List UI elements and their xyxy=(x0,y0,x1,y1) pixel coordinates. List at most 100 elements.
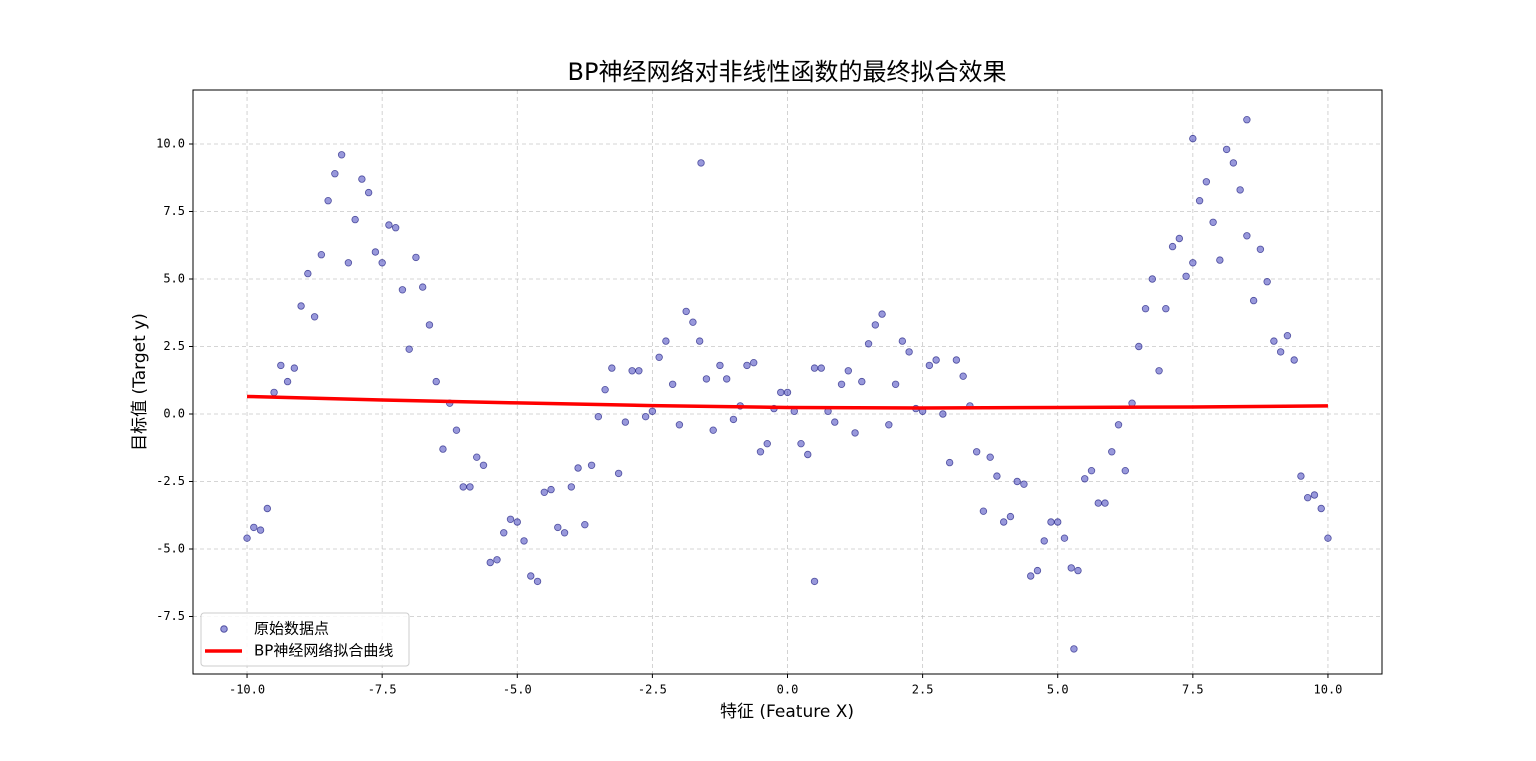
data-point xyxy=(621,418,630,426)
data-point xyxy=(716,361,724,370)
data-point xyxy=(810,577,819,586)
data-point xyxy=(304,269,312,278)
data-point xyxy=(952,356,961,364)
data-point xyxy=(256,526,265,534)
data-point xyxy=(1317,504,1325,513)
data-point xyxy=(675,421,684,429)
data-point xyxy=(263,504,272,513)
data-point xyxy=(385,221,393,229)
x-tick-label: 0.0 xyxy=(777,683,799,697)
data-point xyxy=(1013,477,1021,486)
data-point xyxy=(1324,534,1332,542)
data-point xyxy=(898,337,907,345)
data-point xyxy=(310,313,319,321)
x-tick-label: -7.5 xyxy=(368,683,397,697)
data-point xyxy=(1081,475,1089,483)
data-point xyxy=(1189,134,1197,143)
fit-line xyxy=(246,394,1328,410)
data-point xyxy=(283,377,292,386)
data-point xyxy=(1074,566,1082,575)
data-point xyxy=(1297,472,1305,480)
data-point xyxy=(290,364,299,372)
y-axis-label: 目标值 (Target y) xyxy=(130,313,150,451)
data-point xyxy=(1135,342,1143,351)
y-tick-label: -2.5 xyxy=(156,474,185,488)
data-point xyxy=(655,353,663,361)
data-point xyxy=(418,283,427,291)
data-point xyxy=(1189,259,1197,267)
x-tick-label: 2.5 xyxy=(912,683,934,697)
data-point xyxy=(864,340,873,348)
data-point xyxy=(1263,277,1271,286)
data-point xyxy=(473,453,481,461)
data-point xyxy=(574,464,582,472)
data-point xyxy=(1229,159,1238,167)
data-point xyxy=(533,577,542,586)
data-point xyxy=(1310,491,1319,499)
data-point xyxy=(891,380,900,388)
data-point xyxy=(959,372,967,380)
data-point xyxy=(932,356,940,364)
data-point xyxy=(1182,272,1190,280)
data-point xyxy=(391,223,400,232)
data-point xyxy=(371,248,380,256)
data-point xyxy=(999,518,1008,526)
y-tick-label: 7.5 xyxy=(163,204,185,218)
data-point xyxy=(729,415,738,424)
data-point xyxy=(885,421,893,429)
x-tick-label: -5.0 xyxy=(503,683,532,697)
data-point xyxy=(581,520,589,529)
x-tick-label: 10.0 xyxy=(1314,683,1343,697)
data-point xyxy=(614,469,623,478)
data-point xyxy=(817,364,825,372)
data-point xyxy=(1060,534,1069,542)
data-point xyxy=(1209,218,1217,226)
data-point xyxy=(594,412,603,421)
data-point xyxy=(777,388,785,397)
data-point xyxy=(425,321,434,329)
data-point xyxy=(797,439,805,448)
data-point xyxy=(500,529,508,537)
data-point xyxy=(1283,331,1292,340)
data-point xyxy=(831,418,839,426)
x-tick-label: 5.0 xyxy=(1047,683,1069,697)
data-point xyxy=(1175,234,1184,243)
data-point xyxy=(628,367,636,375)
legend-label: 原始数据点 xyxy=(254,620,329,638)
data-point xyxy=(513,518,521,526)
legend-marker xyxy=(220,625,228,633)
data-point xyxy=(810,364,819,372)
data-point xyxy=(547,485,555,494)
legend-label: BP神经网络拟合曲线 xyxy=(254,642,393,660)
data-point xyxy=(1256,245,1265,253)
data-point xyxy=(939,410,947,418)
data-point xyxy=(277,361,285,370)
data-point xyxy=(250,523,258,532)
data-point xyxy=(554,523,562,532)
data-point xyxy=(905,348,913,356)
x-tick-label: 7.5 xyxy=(1182,683,1204,697)
data-point xyxy=(432,377,440,386)
data-point xyxy=(1195,196,1204,205)
y-tick-label: 10.0 xyxy=(156,136,185,150)
data-point xyxy=(972,448,981,456)
data-point xyxy=(697,159,705,167)
data-point xyxy=(1033,566,1042,575)
legend-box xyxy=(200,612,410,667)
data-point xyxy=(641,412,650,421)
data-point xyxy=(993,472,1001,480)
data-point xyxy=(439,445,447,453)
data-point xyxy=(871,321,880,329)
data-point xyxy=(1121,466,1129,475)
data-point xyxy=(878,310,886,318)
data-point xyxy=(601,385,609,394)
data-point xyxy=(520,537,528,545)
data-point xyxy=(452,426,461,434)
data-point xyxy=(682,307,690,316)
data-point xyxy=(479,461,488,469)
data-point xyxy=(804,450,812,459)
data-point xyxy=(331,169,339,178)
data-point xyxy=(243,534,251,542)
data-point xyxy=(1168,242,1177,251)
